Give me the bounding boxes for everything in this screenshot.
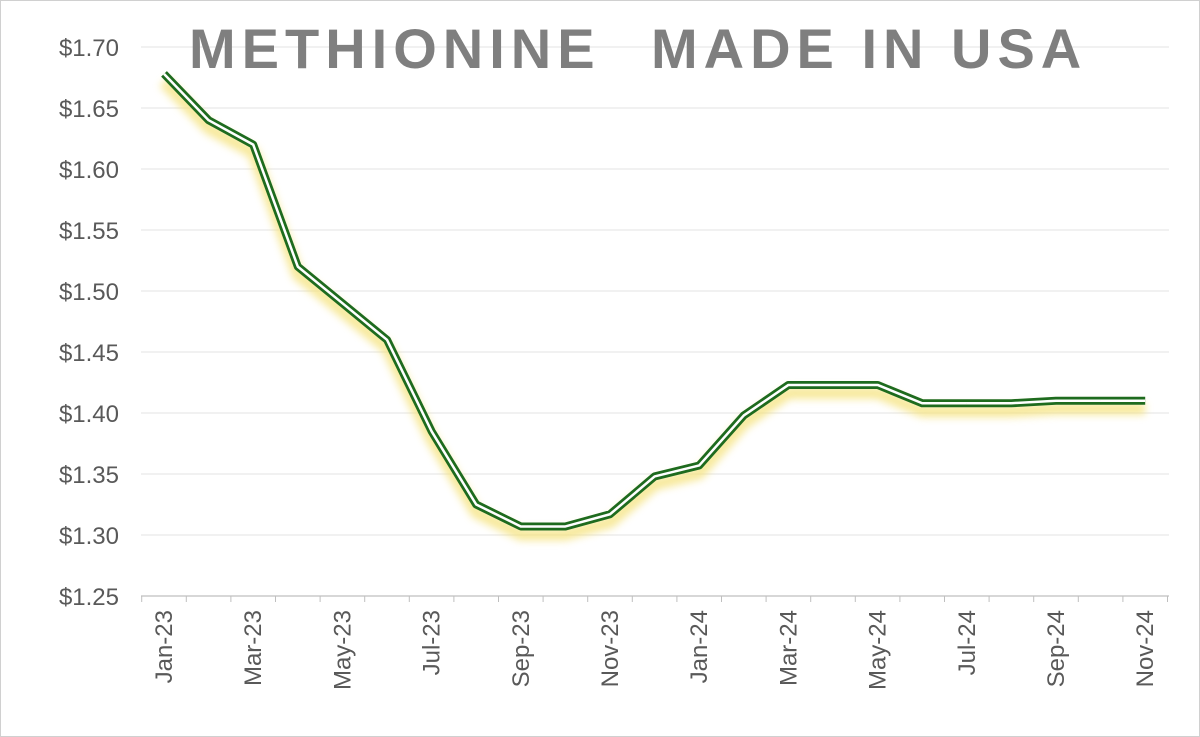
x-tick-label: Mar-24: [775, 610, 802, 686]
chart-title-right: MADE IN USA: [651, 17, 1087, 80]
y-tick-label: $1.70: [59, 35, 119, 62]
x-tick-label: Jan-23: [151, 610, 178, 683]
axes: [141, 595, 1169, 602]
y-tick-label: $1.60: [59, 157, 119, 184]
x-tick-label: Mar-23: [240, 610, 267, 686]
series-line-core: [163, 72, 1146, 528]
chart-title-left: METHIONINE: [189, 17, 601, 80]
y-tick-label: $1.25: [59, 584, 119, 611]
series-methionine: [159, 71, 1146, 541]
y-tick-label: $1.30: [59, 523, 119, 550]
y-tick-label: $1.35: [59, 462, 119, 489]
series-line-outer: [161, 71, 1146, 531]
x-tick-labels: Jan-23 Mar-23 May-23 Jul-23 Sep-23 Nov-23 Jan-…: [151, 610, 1159, 690]
series-glow: [159, 77, 1146, 541]
y-tick-labels: $1.25 $1.30 $1.35 $1.40 $1.45 $1.50 $1.55 $1.60…: [59, 35, 119, 611]
y-tick-label: $1.65: [59, 96, 119, 123]
x-tick-label: Jul-23: [419, 610, 446, 675]
y-tick-label: $1.55: [59, 218, 119, 245]
gridlines: [141, 46, 1169, 597]
y-tick-label: $1.45: [59, 340, 119, 367]
x-tick-label: Jul-24: [954, 610, 981, 675]
y-tick-label: $1.50: [59, 279, 119, 306]
x-tick-label: May-24: [865, 610, 892, 690]
x-tick-label: Nov-24: [1132, 610, 1159, 687]
x-tick-label: May-23: [329, 610, 356, 690]
x-tick-label: Jan-24: [686, 610, 713, 683]
x-tick-label: Nov-23: [597, 610, 624, 687]
x-tick-label: Sep-24: [1043, 610, 1070, 687]
y-tick-label: $1.40: [59, 401, 119, 428]
x-tick-label: Sep-23: [508, 610, 535, 687]
